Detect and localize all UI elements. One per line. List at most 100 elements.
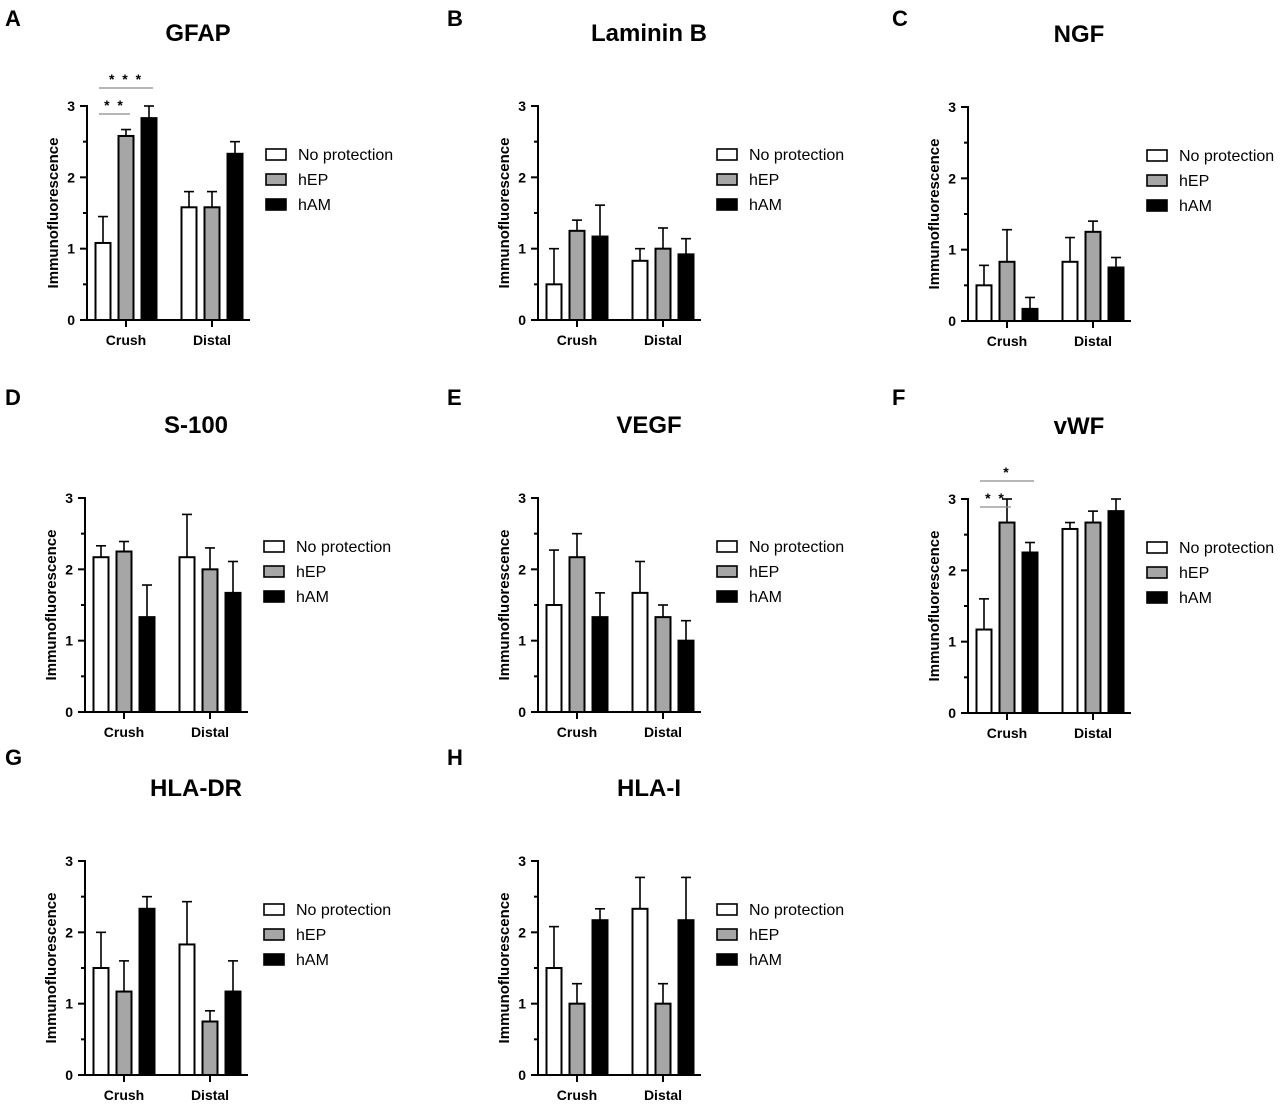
bar-ham: [140, 117, 158, 321]
x-tick-label: Distal: [193, 332, 231, 348]
bar-ham: [138, 907, 156, 1076]
bar-ham: [591, 235, 609, 321]
y-tick-label: 0: [67, 312, 75, 328]
panel-title: NGF: [1054, 21, 1105, 48]
panel-title: Laminin B: [591, 20, 707, 47]
panel-c: C NGF Immunofluorescence 0 1 2 3 Crush Distal No …: [892, 6, 1274, 349]
bar-ham: [226, 152, 244, 321]
legend-swatch: [716, 173, 738, 186]
bar-no-protection: [178, 556, 196, 713]
legend-swatch: [716, 148, 738, 161]
y-axis-label: Immunofluorescence: [45, 138, 62, 289]
significance-label: * *: [985, 490, 1006, 506]
bar-hep: [568, 1002, 586, 1077]
bar-no-protection: [92, 556, 110, 713]
legend-label: hAM: [296, 952, 329, 969]
significance-label: * * *: [109, 71, 143, 87]
legend-label: No protection: [296, 539, 391, 556]
x-tick-label: Distal: [644, 332, 682, 348]
y-axis-label: Immunofluorescence: [43, 530, 60, 681]
legend-swatch: [265, 148, 287, 161]
significance-label: *: [1003, 464, 1010, 480]
bar-no-protection: [975, 284, 993, 323]
bar-hep: [1084, 521, 1102, 714]
panel-letter: D: [5, 385, 21, 410]
y-tick-label: 0: [518, 312, 526, 328]
y-tick-label: 0: [65, 704, 73, 720]
bar-hep: [201, 1020, 219, 1076]
y-tick-label: 1: [518, 241, 526, 257]
bar-ham: [1107, 266, 1125, 322]
bar-no-protection: [975, 628, 993, 714]
bar-no-protection: [178, 943, 196, 1076]
legend-label: hAM: [1179, 590, 1212, 607]
legend-swatch: [265, 173, 287, 186]
legend-label: hEP: [749, 927, 779, 944]
bar-ham: [677, 919, 695, 1076]
bar-hep: [654, 616, 672, 713]
legend-label: No protection: [298, 147, 393, 164]
bar-no-protection: [94, 241, 112, 322]
x-tick-label: Crush: [557, 332, 597, 348]
y-tick-label: 0: [518, 704, 526, 720]
x-tick-label: Crush: [987, 333, 1027, 349]
x-tick-label: Crush: [987, 725, 1027, 741]
x-tick-label: Distal: [644, 724, 682, 740]
legend-swatch: [1146, 566, 1168, 579]
bar-ham: [677, 639, 695, 714]
y-tick-label: 3: [518, 98, 526, 114]
bar-hep: [998, 260, 1016, 322]
legend-swatch: [1146, 541, 1168, 554]
legend-label: hAM: [298, 197, 331, 214]
legend-label: hEP: [1179, 173, 1209, 190]
y-tick-label: 1: [948, 634, 956, 650]
y-axis-label: Immunofluorescence: [496, 893, 513, 1044]
y-tick-label: 0: [948, 705, 956, 721]
y-tick-label: 3: [65, 853, 73, 869]
bar-no-protection: [545, 283, 563, 322]
y-tick-label: 0: [948, 313, 956, 329]
panel-title: vWF: [1054, 413, 1105, 440]
y-tick-label: 2: [65, 561, 73, 577]
bar-ham: [224, 990, 242, 1076]
y-axis-label: Immunofluorescence: [43, 893, 60, 1044]
legend-label: hAM: [749, 197, 782, 214]
legend-swatch: [716, 590, 738, 603]
legend-swatch: [1146, 149, 1168, 162]
bar-ham: [138, 616, 156, 713]
x-tick-label: Crush: [104, 724, 144, 740]
panel-title: VEGF: [616, 412, 681, 439]
panel-letter: G: [5, 745, 22, 770]
legend-swatch: [716, 903, 738, 916]
legend-label: hAM: [296, 589, 329, 606]
y-tick-label: 3: [948, 99, 956, 115]
legend-label: hEP: [1179, 565, 1209, 582]
y-tick-label: 2: [948, 170, 956, 186]
legend-swatch: [1146, 174, 1168, 187]
bar-no-protection: [1061, 260, 1079, 322]
y-tick-label: 2: [948, 562, 956, 578]
bar-hep: [115, 550, 133, 713]
legend-label: hEP: [298, 172, 328, 189]
panel-title: GFAP: [165, 20, 230, 47]
bar-hep: [201, 568, 219, 713]
bar-hep: [654, 247, 672, 322]
x-tick-label: Distal: [644, 1087, 682, 1102]
y-tick-label: 2: [65, 924, 73, 940]
legend-label: No protection: [1179, 540, 1274, 557]
panel-letter: B: [447, 6, 463, 31]
bar-ham: [1107, 510, 1125, 714]
legend-swatch: [716, 565, 738, 578]
legend-swatch: [1146, 591, 1168, 604]
legend-label: hEP: [749, 172, 779, 189]
y-tick-label: 1: [948, 242, 956, 258]
legend-swatch: [716, 953, 738, 966]
legend-swatch: [263, 953, 285, 966]
legend-label: hEP: [749, 564, 779, 581]
panel-title: HLA-I: [617, 775, 681, 802]
y-tick-label: 3: [67, 98, 75, 114]
legend-swatch: [716, 198, 738, 211]
legend-swatch: [263, 928, 285, 941]
